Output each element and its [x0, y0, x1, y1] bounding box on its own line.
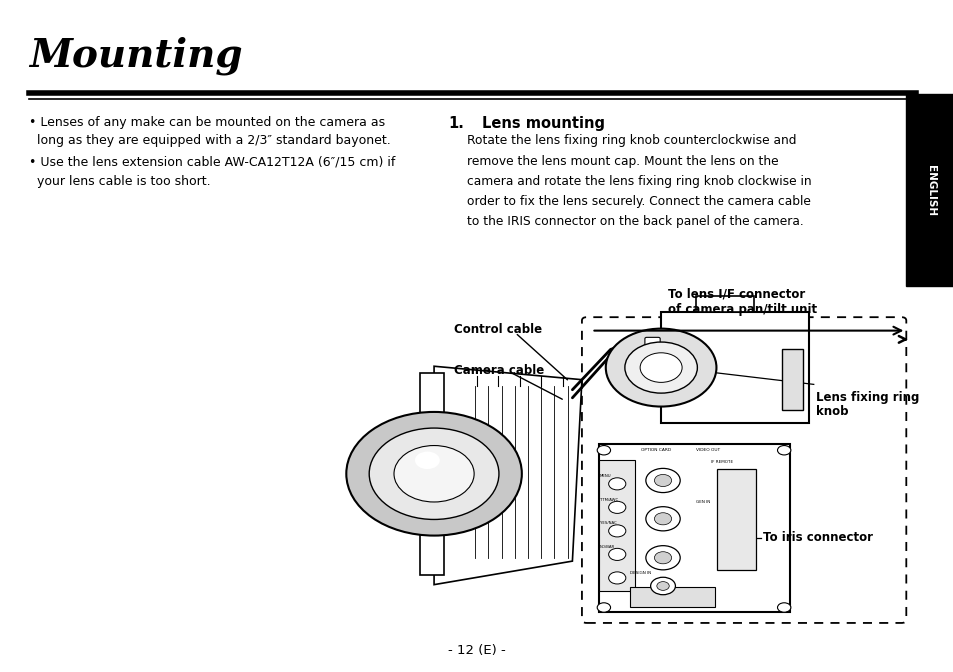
Circle shape: [624, 342, 697, 393]
FancyBboxPatch shape: [629, 587, 715, 607]
FancyBboxPatch shape: [642, 345, 658, 357]
Text: long as they are equipped with a 2/3″ standard bayonet.: long as they are equipped with a 2/3″ st…: [29, 134, 390, 147]
FancyBboxPatch shape: [419, 373, 443, 575]
Text: - 12 (E) -: - 12 (E) -: [448, 644, 505, 657]
Text: Camera cable: Camera cable: [454, 364, 544, 378]
Text: remove the lens mount cap. Mount the lens on the: remove the lens mount cap. Mount the len…: [467, 155, 779, 167]
Text: DESIGN IN: DESIGN IN: [629, 571, 650, 575]
Text: IF REMOTE: IF REMOTE: [710, 460, 732, 464]
Circle shape: [346, 412, 521, 536]
Text: Lens fixing ring: Lens fixing ring: [815, 391, 918, 404]
Circle shape: [650, 577, 675, 595]
Circle shape: [608, 572, 625, 584]
Text: Control cable: Control cable: [454, 323, 541, 336]
Text: TTM/AWC: TTM/AWC: [599, 498, 618, 502]
Circle shape: [415, 452, 439, 469]
Text: camera and rotate the lens fixing ring knob clockwise in: camera and rotate the lens fixing ring k…: [467, 175, 811, 187]
FancyBboxPatch shape: [781, 349, 802, 410]
Text: to the IRIS connector on the back panel of the camera.: to the IRIS connector on the back panel …: [467, 215, 803, 228]
FancyBboxPatch shape: [905, 94, 953, 286]
Circle shape: [369, 428, 498, 519]
Text: To lens I/F connector: To lens I/F connector: [667, 288, 804, 300]
Text: Rotate the lens fixing ring knob counterclockwise and: Rotate the lens fixing ring knob counter…: [467, 134, 796, 147]
Circle shape: [597, 603, 610, 612]
Circle shape: [654, 552, 671, 564]
FancyBboxPatch shape: [717, 469, 755, 570]
FancyBboxPatch shape: [644, 337, 659, 349]
Circle shape: [394, 446, 474, 502]
Text: of camera pan/tilt unit: of camera pan/tilt unit: [667, 303, 816, 316]
Circle shape: [608, 501, 625, 513]
Text: To iris connector: To iris connector: [762, 531, 872, 544]
Polygon shape: [434, 366, 581, 585]
Text: order to fix the lens securely. Connect the camera cable: order to fix the lens securely. Connect …: [467, 195, 810, 208]
Text: NO/BAR: NO/BAR: [599, 545, 615, 549]
Text: Lens mounting: Lens mounting: [481, 116, 604, 130]
Text: YES/NAC: YES/NAC: [599, 521, 617, 526]
Text: ENGLISH: ENGLISH: [925, 165, 935, 216]
Circle shape: [639, 353, 681, 382]
Circle shape: [777, 446, 790, 455]
Text: your lens cable is too short.: your lens cable is too short.: [29, 175, 210, 187]
Text: knob: knob: [815, 405, 847, 418]
Circle shape: [656, 581, 668, 590]
Text: 1.: 1.: [448, 116, 464, 130]
Circle shape: [645, 507, 679, 531]
Circle shape: [608, 478, 625, 490]
FancyBboxPatch shape: [598, 460, 635, 591]
FancyBboxPatch shape: [696, 296, 753, 312]
Circle shape: [654, 513, 671, 525]
Text: OPTION CARD: OPTION CARD: [640, 448, 671, 452]
Circle shape: [645, 468, 679, 493]
Circle shape: [777, 603, 790, 612]
Text: Mounting: Mounting: [29, 37, 242, 75]
Circle shape: [608, 525, 625, 537]
Circle shape: [605, 329, 716, 407]
Text: MENU: MENU: [599, 474, 611, 478]
Text: • Lenses of any make can be mounted on the camera as: • Lenses of any make can be mounted on t…: [29, 116, 384, 128]
Text: GEN IN: GEN IN: [696, 500, 710, 504]
FancyBboxPatch shape: [598, 444, 789, 612]
Circle shape: [645, 546, 679, 570]
Text: VIDEO OUT: VIDEO OUT: [696, 448, 720, 452]
Text: • Use the lens extension cable AW-CA12T12A (6″/15 cm) if: • Use the lens extension cable AW-CA12T1…: [29, 156, 395, 169]
Circle shape: [597, 446, 610, 455]
Circle shape: [654, 474, 671, 487]
FancyBboxPatch shape: [660, 312, 808, 423]
Circle shape: [608, 548, 625, 560]
